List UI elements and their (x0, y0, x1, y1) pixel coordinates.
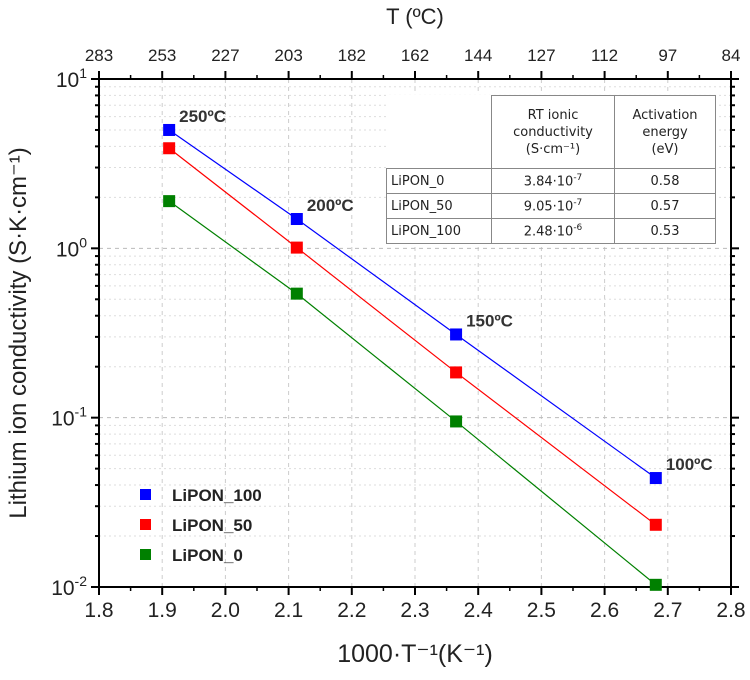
top-tick-label: 162 (401, 46, 429, 65)
data-point-LiPON_50 (649, 518, 662, 531)
data-point-LiPON_100 (290, 213, 303, 226)
x-tick-label: 1.9 (148, 599, 177, 622)
x-tick-label: 2.7 (653, 599, 682, 622)
legend-marker (140, 489, 151, 500)
row-activation-energy: 0.58 (614, 168, 716, 194)
data-point-LiPON_50 (450, 366, 463, 379)
data-point-LiPON_100 (649, 472, 662, 485)
top-tick-label: 283 (85, 46, 113, 65)
y-axis-label: Lithium ion conductivity (S·K·cm⁻¹) (5, 147, 32, 518)
cond-mantissa: 2.48·10 (523, 224, 574, 240)
x-tick-label: 2.5 (527, 599, 556, 622)
top-tick-label: 112 (591, 46, 618, 65)
top-tick-label: 203 (274, 46, 302, 65)
header-line: energy (642, 124, 688, 140)
row-activation-energy: 0.53 (614, 218, 716, 244)
header-activation-energy: Activation energy (eV) (614, 95, 716, 169)
x-tick-label: 2.4 (464, 599, 494, 622)
x-axis-label: 1000·T⁻¹(K⁻¹) (337, 640, 493, 668)
header-line: conductivity (513, 124, 593, 140)
row-conductivity: 3.84·10-7 (491, 168, 615, 194)
header-line: (S·cm⁻¹) (525, 141, 581, 157)
temperature-annotation: 100ºC (666, 455, 713, 474)
cond-exponent: -6 (573, 222, 583, 233)
top-tick-label: 84 (722, 46, 741, 65)
data-point-LiPON_0 (649, 578, 662, 591)
data-point-LiPON_50 (290, 241, 303, 254)
x-tick-label: 1.8 (84, 599, 113, 622)
row-name: LiPON_100 (386, 218, 492, 244)
table-header-row: RT ionic conductivity (S·cm⁻¹) Activation e… (387, 95, 716, 169)
top-axis-label: T (ºC) (386, 4, 444, 29)
header-line: Activation (632, 107, 698, 123)
table-row: LiPON_0 3.84·10-7 0.58 (386, 168, 716, 194)
x-tick-label: 2.3 (400, 599, 429, 622)
top-tick-label: 227 (211, 46, 239, 65)
top-tick-label: 127 (527, 46, 555, 65)
header-line: (eV) (651, 141, 679, 157)
data-point-LiPON_0 (290, 287, 303, 300)
row-conductivity: 9.05·10-7 (491, 193, 615, 219)
data-point-LiPON_0 (450, 415, 463, 428)
x-tick-label: 2.1 (274, 599, 303, 622)
y-tick-label: 100 (56, 234, 87, 261)
data-point-LiPON_0 (163, 195, 176, 208)
data-point-LiPON_100 (450, 328, 463, 341)
row-name: LiPON_50 (386, 193, 492, 219)
header-line: RT ionic (527, 107, 579, 123)
top-tick-label: 144 (464, 46, 492, 65)
x-tick-label: 2.2 (337, 599, 366, 622)
temperature-annotation: 200ºC (307, 196, 354, 215)
series-line-LiPON_100 (168, 129, 657, 479)
y-tick-label: 10-2 (51, 573, 87, 600)
legend-label: LiPON_100 (172, 486, 262, 505)
legend-marker (140, 519, 151, 530)
x-tick-label: 2.8 (716, 599, 745, 622)
cond-mantissa: 3.84·10 (523, 174, 574, 190)
y-tick-label: 101 (56, 65, 87, 92)
temperature-annotation: 250ºC (179, 107, 226, 126)
cond-exponent: -7 (573, 197, 583, 208)
cond-exponent: -7 (573, 172, 583, 183)
legend-label: LiPON_0 (172, 546, 243, 565)
top-tick-label: 182 (338, 46, 366, 65)
top-tick-label: 253 (148, 46, 176, 65)
series-line-LiPON_50 (168, 147, 657, 526)
header-rt-conductivity: RT ionic conductivity (S·cm⁻¹) (491, 95, 615, 169)
temperature-annotation: 150ºC (466, 311, 513, 330)
top-tick-label: 97 (658, 46, 677, 65)
cond-mantissa: 9.05·10 (523, 199, 574, 215)
table-row: LiPON_50 9.05·10-7 0.57 (386, 193, 716, 219)
row-activation-energy: 0.57 (614, 193, 716, 219)
y-tick-label: 10-1 (51, 404, 87, 431)
data-point-LiPON_50 (163, 142, 176, 155)
data-point-LiPON_100 (163, 123, 176, 136)
row-conductivity: 2.48·10-6 (491, 218, 615, 244)
row-name: LiPON_0 (386, 168, 492, 194)
table-corner (387, 96, 492, 169)
legend-label: LiPON_50 (172, 516, 252, 535)
x-tick-label: 2.6 (590, 599, 619, 622)
legend-marker (140, 549, 151, 560)
data-table: RT ionic conductivity (S·cm⁻¹) Activation e… (386, 95, 716, 244)
table-row: LiPON_100 2.48·10-6 0.53 (386, 218, 716, 244)
series-line-LiPON_0 (168, 200, 657, 586)
x-tick-label: 2.0 (211, 599, 240, 622)
